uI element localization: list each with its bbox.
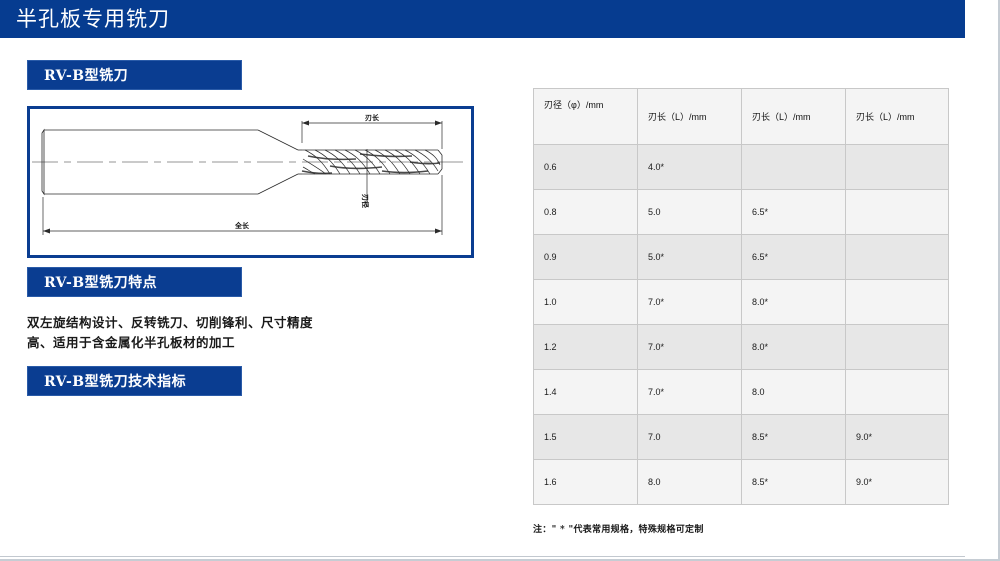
cell-diameter: 1.4 (533, 369, 638, 415)
cell-length-2: 8.5* (741, 459, 846, 505)
page-title: 半孔板专用铣刀 (16, 7, 170, 31)
cell-diameter: 1.2 (533, 324, 638, 370)
cell-length-2: 8.0* (741, 324, 846, 370)
cell-diameter: 1.6 (533, 459, 638, 505)
cell-diameter: 0.6 (533, 144, 638, 190)
table-body: 0.6 4.0* 0.8 5.0 6.5* 0.9 5.0* 6.5* 1.0 … (533, 144, 949, 505)
cell-length-1: 7.0* (637, 279, 742, 325)
dimension-label-flute-length: 刃长 (365, 113, 380, 122)
dimension-total-length (42, 175, 443, 235)
cell-length-3 (845, 279, 949, 325)
page-title-bar: 半孔板专用铣刀 (0, 0, 965, 38)
cell-length-2: 8.0* (741, 279, 846, 325)
dimension-flute-length (301, 120, 443, 149)
cell-length-2 (741, 144, 846, 190)
tool-technical-drawing: 刃长 刃径 全长 (32, 113, 468, 235)
cell-length-3 (845, 369, 949, 415)
table-row: 1.6 8.0 8.5* 9.0* (533, 459, 949, 505)
table-row: 1.0 7.0* 8.0* (533, 279, 949, 325)
section-header-specs: RV-B型铣刀技术指标 (27, 366, 242, 396)
cell-diameter: 0.8 (533, 189, 638, 235)
cell-diameter: 1.5 (533, 414, 638, 460)
cell-length-3: 9.0* (845, 459, 949, 505)
cell-length-2: 8.0 (741, 369, 846, 415)
cell-length-1: 7.0* (637, 324, 742, 370)
table-header-cell-length-2: 刃长（L）/mm (741, 88, 846, 145)
table-header-cell-length-3: 刃长（L）/mm (845, 88, 949, 145)
cell-length-2: 6.5* (741, 234, 846, 280)
tool-drawing-frame: 刃长 刃径 全长 (27, 106, 474, 258)
table-header-cell-length-1: 刃长（L）/mm (637, 88, 742, 145)
bottom-divider (0, 556, 965, 557)
feature-description: 双左旋结构设计、反转铣刀、切削锋利、尺寸精度高、适用于含金属化半孔板材的加工 (27, 315, 314, 350)
cell-length-3 (845, 144, 949, 190)
cell-diameter: 0.9 (533, 234, 638, 280)
cell-diameter: 1.0 (533, 279, 638, 325)
cell-length-1: 5.0* (637, 234, 742, 280)
cell-length-1: 4.0* (637, 144, 742, 190)
cell-length-1: 8.0 (637, 459, 742, 505)
cell-length-3 (845, 189, 949, 235)
section-header-model: RV-B型铣刀 (27, 60, 242, 90)
table-row: 0.6 4.0* (533, 144, 949, 190)
cell-length-1: 5.0 (637, 189, 742, 235)
table-header-cell-diameter: 刃径（φ）/mm (533, 88, 638, 145)
dimension-label-total-length: 全长 (234, 221, 250, 230)
cell-length-2: 8.5* (741, 414, 846, 460)
cell-length-3: 9.0* (845, 414, 949, 460)
table-row: 0.8 5.0 6.5* (533, 189, 949, 235)
section-header-features: RV-B型铣刀特点 (27, 267, 242, 297)
cell-length-3 (845, 324, 949, 370)
table-row: 1.5 7.0 8.5* 9.0* (533, 414, 949, 460)
cell-length-1: 7.0* (637, 369, 742, 415)
table-header-row: 刃径（φ）/mm 刃长（L）/mm 刃长（L）/mm 刃长（L）/mm (533, 88, 949, 145)
table-row: 0.9 5.0* 6.5* (533, 234, 949, 280)
table-row: 1.4 7.0* 8.0 (533, 369, 949, 415)
cell-length-1: 7.0 (637, 414, 742, 460)
table-row: 1.2 7.0* 8.0* (533, 324, 949, 370)
cell-length-3 (845, 234, 949, 280)
cell-length-2: 6.5* (741, 189, 846, 235)
table-note: 注：" * "代表常用规格，特殊规格可定制 (533, 525, 704, 535)
dimension-label-diameter: 刃径 (361, 194, 370, 208)
spec-table: 刃径（φ）/mm 刃长（L）/mm 刃长（L）/mm 刃长（L）/mm 0.6 … (533, 88, 949, 505)
